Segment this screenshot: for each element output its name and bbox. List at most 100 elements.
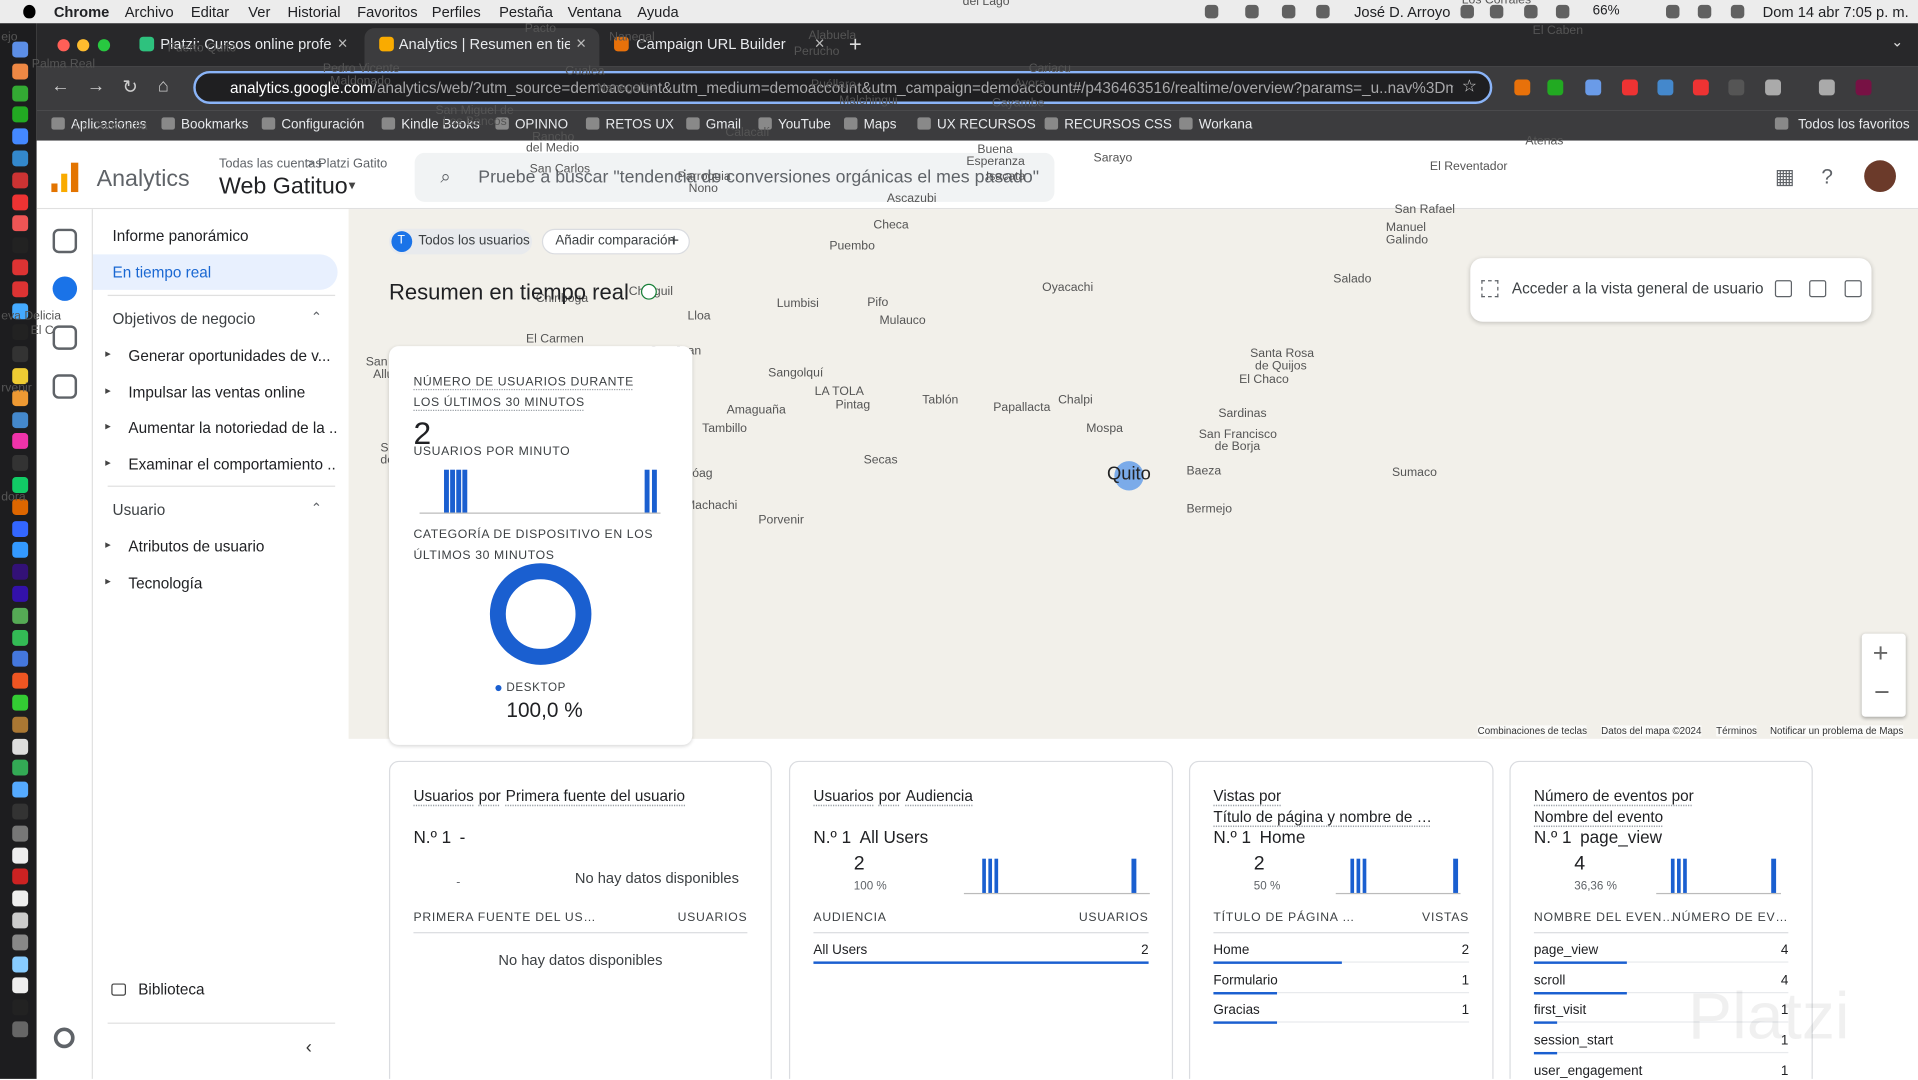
rail-icon[interactable]	[52, 228, 78, 254]
new-tab[interactable]: +	[848, 31, 862, 57]
dock-app[interactable]	[12, 803, 29, 820]
dock-app[interactable]	[12, 237, 29, 254]
nav-section[interactable]: Objetivos de negocio	[112, 310, 256, 328]
menu-item[interactable]: Editar	[190, 3, 230, 21]
extension-icon[interactable]	[1728, 79, 1745, 96]
collapse-button[interactable]: ‹	[305, 1037, 312, 1059]
location-dot[interactable]	[1114, 461, 1144, 491]
map-footer-link[interactable]: Términos	[1716, 725, 1757, 737]
menu-item[interactable]: Favoritos	[357, 3, 418, 21]
dock-app[interactable]	[12, 890, 29, 907]
menu-item[interactable]: Historial	[287, 3, 341, 21]
rail-icon[interactable]	[52, 374, 78, 399]
map-footer-link[interactable]: Datos del mapa ©2024	[1601, 725, 1702, 737]
dock-app[interactable]	[12, 215, 29, 232]
nav-item[interactable]: Examinar el comportamiento ...	[128, 455, 337, 473]
extension-icon[interactable]	[1855, 79, 1872, 96]
bookmark[interactable]: Configuración	[281, 117, 365, 133]
dock-app[interactable]	[12, 411, 29, 428]
nav-button[interactable]: →	[86, 75, 106, 97]
title-part[interactable]: por	[478, 787, 501, 805]
user-overview-link[interactable]: Acceder a la vista general de usuario	[1511, 280, 1764, 298]
dock-app[interactable]	[12, 738, 29, 755]
dock-app[interactable]	[12, 193, 29, 210]
nav-item[interactable]: Informe panorámico	[112, 227, 249, 245]
title-part[interactable]: Número de eventos por	[1533, 787, 1694, 805]
dock-app[interactable]	[12, 585, 29, 602]
extension-icon[interactable]	[1621, 79, 1638, 96]
zoom-in[interactable]: +	[1872, 637, 1889, 668]
dock-app[interactable]	[12, 934, 29, 951]
dock-app[interactable]	[12, 607, 29, 624]
bookmark[interactable]: UX RECURSOS	[936, 117, 1036, 133]
dock-app[interactable]	[12, 128, 29, 145]
toolbar-icon[interactable]	[1844, 280, 1862, 298]
dock-app[interactable]	[12, 281, 29, 297]
search-box[interactable]	[414, 152, 1055, 202]
compare-chip[interactable]	[541, 228, 690, 255]
tab[interactable]: Platzi: Cursos online profesio	[160, 35, 332, 53]
dock-app[interactable]	[12, 259, 29, 276]
title-part[interactable]: Usuarios	[413, 787, 474, 805]
dock-app[interactable]	[12, 868, 29, 885]
dock-app[interactable]	[12, 956, 29, 972]
extension-icon[interactable]	[1818, 79, 1835, 96]
app-menu[interactable]: Chrome	[53, 3, 110, 21]
dock-app[interactable]	[12, 433, 29, 450]
tab-close[interactable]: ×	[337, 33, 348, 53]
window-control[interactable]	[97, 39, 111, 52]
nav-item-active[interactable]	[92, 254, 338, 290]
nav-item[interactable]: Atributos de usuario	[128, 538, 265, 556]
tab-close[interactable]: ×	[576, 33, 587, 53]
window-control[interactable]	[77, 39, 90, 52]
dock-app[interactable]	[12, 564, 29, 581]
dock-app[interactable]	[12, 760, 29, 776]
nav-item[interactable]: Biblioteca	[138, 981, 205, 999]
bookmark[interactable]: Maps	[863, 117, 897, 133]
tab[interactable]: Analytics | Resumen en tiemp	[398, 35, 570, 53]
dock-app[interactable]	[12, 825, 29, 842]
dock-app[interactable]	[12, 716, 29, 733]
dock-app[interactable]	[12, 368, 29, 385]
title-part[interactable]: Vistas por	[1213, 787, 1282, 805]
dock-app[interactable]	[12, 977, 29, 994]
nav-item[interactable]: Aumentar la notoriedad de la ...	[128, 419, 337, 437]
dock-app[interactable]	[12, 324, 29, 341]
bookmark[interactable]: OPINNO	[514, 117, 569, 133]
row-label[interactable]: Formulario	[1213, 973, 1278, 988]
toolbar-icon[interactable]	[1774, 280, 1793, 298]
row-label[interactable]: scroll	[1533, 973, 1566, 988]
toolbar-icon[interactable]	[1809, 280, 1827, 298]
menu-item[interactable]: Pestaña	[499, 3, 553, 21]
menu-item[interactable]: Archivo	[124, 3, 174, 21]
menu-item[interactable]: Ver	[248, 3, 271, 21]
menu-item[interactable]: Ventana	[567, 3, 622, 21]
bookmark[interactable]: RECURSOS CSS	[1064, 117, 1172, 133]
nav-section[interactable]: Usuario	[112, 501, 166, 519]
dock-app[interactable]	[12, 346, 29, 363]
dock-app[interactable]	[12, 912, 29, 929]
all-bookmarks[interactable]: Todos los favoritos	[1798, 117, 1910, 133]
bookmark[interactable]: Aplicaciones	[70, 117, 147, 133]
dock-app[interactable]	[12, 63, 29, 80]
extension-icon[interactable]	[1547, 79, 1564, 96]
dock-app[interactable]	[12, 520, 29, 537]
menu-item[interactable]: Ayuda	[637, 3, 679, 21]
bookmark[interactable]: Gmail	[705, 117, 741, 133]
dock-app[interactable]	[12, 389, 29, 406]
title-part[interactable]: Nombre del evento	[1533, 807, 1664, 826]
dock-app[interactable]	[12, 1021, 29, 1038]
nav-item[interactable]: Generar oportunidades de v...	[128, 347, 331, 365]
product-name[interactable]: Analytics	[96, 166, 190, 193]
title-part[interactable]: Primera fuente del usuario	[505, 787, 686, 805]
dock-app[interactable]	[12, 106, 29, 123]
extension-icon[interactable]	[1765, 79, 1781, 96]
extension-icon[interactable]	[1514, 79, 1531, 96]
dock-app[interactable]	[12, 847, 29, 864]
breadcrumb[interactable]: Todas las cuentas	[218, 156, 322, 172]
menu-item[interactable]: Perfiles	[431, 3, 481, 21]
segment-chip[interactable]	[388, 228, 533, 255]
rail-icon[interactable]	[52, 325, 78, 350]
map-footer-link[interactable]: Notificar un problema de Maps	[1769, 725, 1904, 737]
bookmark[interactable]: Bookmarks	[181, 117, 249, 133]
